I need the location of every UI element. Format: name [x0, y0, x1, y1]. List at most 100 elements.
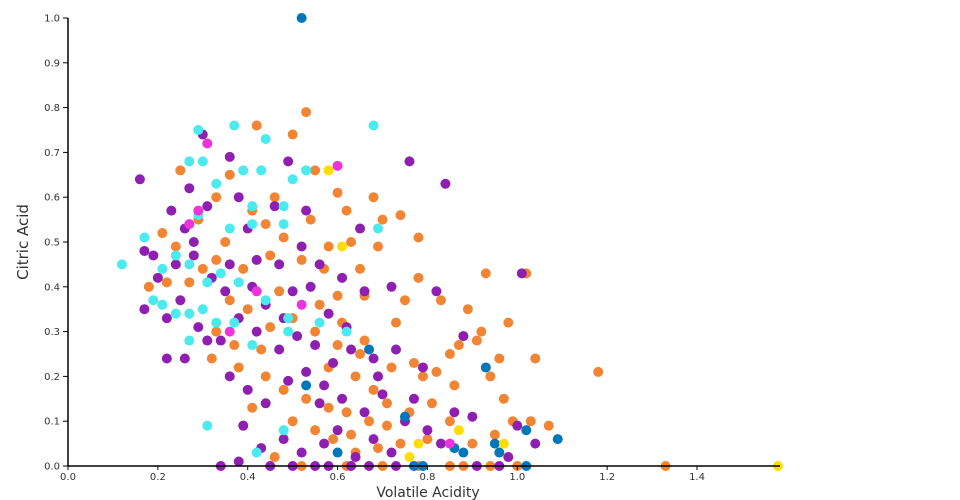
data-point [224, 259, 235, 270]
x-tick-label: 1.2 [599, 472, 615, 483]
x-tick-label: 1.4 [689, 472, 705, 483]
data-point [337, 393, 348, 404]
data-point [202, 335, 213, 346]
data-point [238, 420, 249, 431]
data-point [373, 443, 384, 454]
data-point [251, 254, 262, 265]
data-point [170, 250, 181, 261]
data-point [431, 366, 442, 377]
data-point [166, 205, 177, 216]
data-point [238, 263, 249, 274]
data-point [359, 286, 370, 297]
data-point [390, 344, 401, 355]
x-tick-label: 0.4 [240, 472, 256, 483]
data-point [260, 133, 271, 144]
data-point [489, 438, 500, 449]
data-point [319, 438, 330, 449]
data-point [426, 398, 437, 409]
data-point [404, 452, 415, 463]
data-point [233, 277, 244, 288]
data-point [377, 389, 388, 400]
data-point [355, 223, 366, 234]
data-point [184, 308, 195, 319]
data-point [152, 272, 163, 283]
data-point [224, 151, 235, 162]
y-tick-label: 0.3 [44, 327, 60, 338]
data-point [197, 156, 208, 167]
data-point [382, 420, 393, 431]
data-point [229, 317, 240, 328]
data-point [377, 214, 388, 225]
data-point [278, 201, 289, 212]
data-point [224, 326, 235, 337]
data-point [395, 210, 406, 221]
data-point [364, 416, 375, 427]
data-point [184, 156, 195, 167]
data-point [188, 237, 199, 247]
data-point [422, 425, 433, 436]
data-point [134, 174, 145, 185]
data-point [287, 129, 298, 140]
data-point [314, 259, 325, 270]
data-point [301, 205, 312, 216]
data-point [440, 178, 451, 189]
data-point [265, 322, 276, 333]
data-point [220, 286, 231, 297]
data-point [310, 340, 321, 351]
data-point [314, 317, 325, 328]
data-point [364, 344, 375, 355]
data-point [359, 407, 370, 418]
data-point [238, 165, 249, 176]
data-point [417, 371, 428, 382]
data-point [224, 169, 235, 180]
data-point [211, 192, 222, 203]
data-point [341, 407, 352, 418]
data-point [467, 438, 478, 449]
data-point [512, 420, 523, 431]
data-point [260, 219, 271, 230]
data-point [462, 304, 473, 315]
data-point [265, 250, 276, 261]
data-point [314, 299, 325, 310]
y-tick-label: 0.9 [44, 58, 60, 69]
data-point [395, 438, 406, 449]
data-point [256, 165, 267, 176]
data-point [467, 411, 478, 422]
data-point [552, 434, 563, 445]
data-point [337, 272, 348, 283]
points-layer [116, 13, 783, 471]
y-tick-label: 0.1 [44, 417, 60, 428]
data-point [274, 286, 285, 297]
data-point [408, 393, 419, 404]
data-point [449, 380, 460, 391]
data-point [301, 393, 312, 404]
data-point [328, 357, 339, 368]
data-point [413, 272, 424, 283]
data-point [341, 326, 352, 337]
y-tick-label: 1.0 [44, 14, 60, 25]
data-point [211, 326, 222, 337]
data-point [494, 447, 505, 458]
data-point [179, 353, 190, 364]
data-point [296, 241, 307, 252]
data-point [489, 429, 500, 440]
data-point [435, 438, 446, 449]
data-point [305, 281, 316, 292]
data-point [323, 308, 334, 319]
data-point [247, 201, 258, 212]
data-point [408, 357, 419, 368]
data-point [193, 322, 204, 333]
data-point [332, 425, 343, 436]
data-point [233, 192, 244, 203]
data-point [319, 380, 330, 391]
data-point [188, 250, 199, 261]
data-point [170, 241, 181, 252]
data-point [278, 425, 289, 436]
data-point [305, 214, 316, 225]
data-point [287, 174, 298, 185]
data-point [346, 429, 357, 440]
data-point [184, 183, 195, 194]
data-point [224, 295, 235, 306]
x-axis-label: Volatile Acidity [376, 485, 479, 500]
data-point [283, 375, 294, 386]
